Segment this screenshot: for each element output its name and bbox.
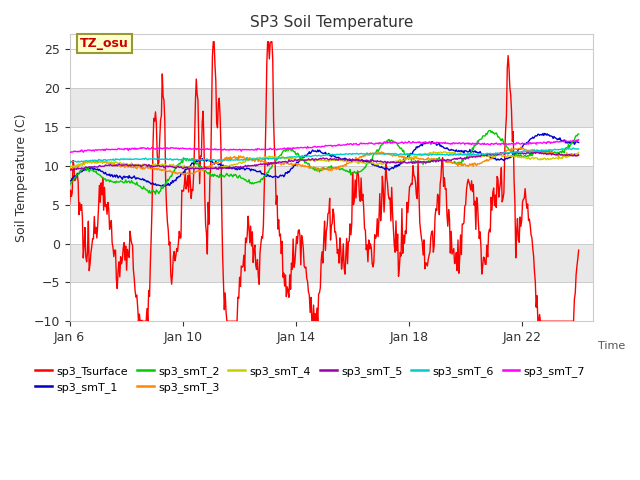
sp3_smT_5	[450, 156, 458, 162]
Bar	[70, 205, 593, 243]
sp3_Tsurface	[367, 245, 375, 251]
sp3_smT_6	[67, 160, 74, 166]
sp3_smT_5	[532, 149, 540, 155]
sp3_Tsurface	[198, 154, 205, 159]
sp3_smT_5	[198, 166, 205, 171]
sp3_smT_4	[451, 149, 458, 155]
sp3_smT_1	[367, 160, 374, 166]
sp3_smT_4	[575, 149, 582, 155]
sp3_smT_2	[152, 192, 159, 197]
sp3_smT_5	[297, 157, 305, 163]
sp3_smT_4	[201, 167, 209, 172]
sp3_smT_3	[180, 172, 188, 178]
sp3_smT_2	[297, 155, 305, 161]
sp3_smT_5	[575, 152, 582, 158]
sp3_smT_2	[198, 164, 205, 169]
Bar	[70, 243, 593, 282]
sp3_smT_1	[297, 156, 305, 161]
sp3_smT_4	[196, 165, 204, 171]
Bar	[70, 49, 593, 88]
sp3_smT_6	[157, 156, 164, 162]
sp3_smT_7	[575, 137, 582, 143]
Line: sp3_Tsurface: sp3_Tsurface	[70, 42, 579, 321]
sp3_smT_4	[367, 160, 374, 166]
sp3_smT_6	[406, 152, 414, 157]
sp3_smT_7	[450, 140, 458, 145]
sp3_smT_4	[406, 156, 414, 162]
sp3_smT_4	[429, 149, 437, 155]
sp3_smT_3	[198, 166, 205, 171]
sp3_smT_1	[156, 183, 164, 189]
sp3_smT_7	[66, 149, 74, 155]
sp3_smT_2	[450, 160, 458, 166]
Text: TZ_osu: TZ_osu	[80, 37, 129, 50]
sp3_smT_7	[157, 145, 164, 151]
sp3_smT_5	[406, 159, 414, 165]
sp3_smT_1	[450, 147, 458, 153]
sp3_smT_1	[160, 183, 168, 189]
sp3_Tsurface	[451, 261, 458, 266]
sp3_smT_6	[297, 154, 305, 159]
sp3_smT_6	[450, 152, 458, 157]
sp3_smT_2	[406, 155, 414, 161]
sp3_smT_5	[157, 164, 164, 169]
Line: sp3_smT_3: sp3_smT_3	[70, 147, 579, 175]
sp3_smT_7	[367, 141, 374, 146]
sp3_Tsurface	[298, 232, 305, 238]
sp3_smT_5	[367, 157, 374, 163]
Line: sp3_smT_2: sp3_smT_2	[70, 131, 579, 194]
sp3_smT_5	[66, 167, 74, 172]
sp3_smT_2	[157, 188, 164, 194]
sp3_smT_2	[575, 131, 582, 137]
sp3_smT_7	[67, 150, 74, 156]
sp3_smT_4	[297, 158, 305, 164]
sp3_smT_1	[66, 178, 74, 184]
sp3_smT_1	[541, 131, 548, 136]
Line: sp3_smT_5: sp3_smT_5	[70, 152, 579, 170]
sp3_Tsurface	[408, 180, 415, 186]
sp3_smT_5	[68, 167, 76, 173]
Line: sp3_smT_7: sp3_smT_7	[70, 140, 579, 153]
sp3_smT_7	[297, 144, 305, 150]
sp3_smT_3	[517, 144, 525, 150]
Line: sp3_smT_6: sp3_smT_6	[70, 148, 579, 163]
sp3_Tsurface	[209, 39, 217, 45]
Y-axis label: Soil Temperature (C): Soil Temperature (C)	[15, 113, 28, 242]
Bar	[70, 282, 593, 321]
Bar	[70, 127, 593, 166]
sp3_smT_6	[198, 156, 205, 162]
sp3_smT_6	[66, 158, 74, 164]
sp3_smT_2	[66, 182, 74, 188]
sp3_smT_2	[367, 157, 374, 163]
Bar	[70, 88, 593, 127]
sp3_smT_6	[367, 151, 374, 157]
sp3_smT_6	[575, 146, 582, 152]
sp3_smT_4	[156, 163, 164, 168]
Legend: sp3_Tsurface, sp3_smT_1, sp3_smT_2, sp3_smT_3, sp3_smT_4, sp3_smT_5, sp3_smT_6, : sp3_Tsurface, sp3_smT_1, sp3_smT_2, sp3_…	[31, 361, 589, 397]
sp3_Tsurface	[134, 318, 142, 324]
sp3_Tsurface	[66, 201, 74, 207]
Bar	[70, 166, 593, 205]
sp3_smT_7	[406, 140, 414, 146]
sp3_smT_1	[198, 157, 205, 163]
sp3_smT_3	[450, 160, 458, 166]
Title: SP3 Soil Temperature: SP3 Soil Temperature	[250, 15, 413, 30]
Line: sp3_smT_4: sp3_smT_4	[70, 152, 579, 169]
Line: sp3_smT_1: sp3_smT_1	[70, 133, 579, 186]
sp3_smT_7	[198, 146, 205, 152]
sp3_Tsurface	[575, 247, 582, 253]
sp3_smT_3	[575, 152, 582, 158]
sp3_smT_1	[406, 151, 414, 156]
sp3_smT_3	[297, 163, 305, 168]
sp3_smT_4	[66, 164, 74, 170]
Text: Time: Time	[598, 341, 625, 351]
sp3_smT_3	[406, 155, 414, 160]
sp3_smT_2	[486, 128, 493, 133]
sp3_smT_3	[156, 167, 164, 173]
sp3_smT_1	[575, 140, 582, 145]
sp3_smT_3	[367, 150, 374, 156]
sp3_smT_3	[66, 166, 74, 171]
sp3_Tsurface	[157, 117, 164, 123]
sp3_smT_6	[564, 145, 572, 151]
